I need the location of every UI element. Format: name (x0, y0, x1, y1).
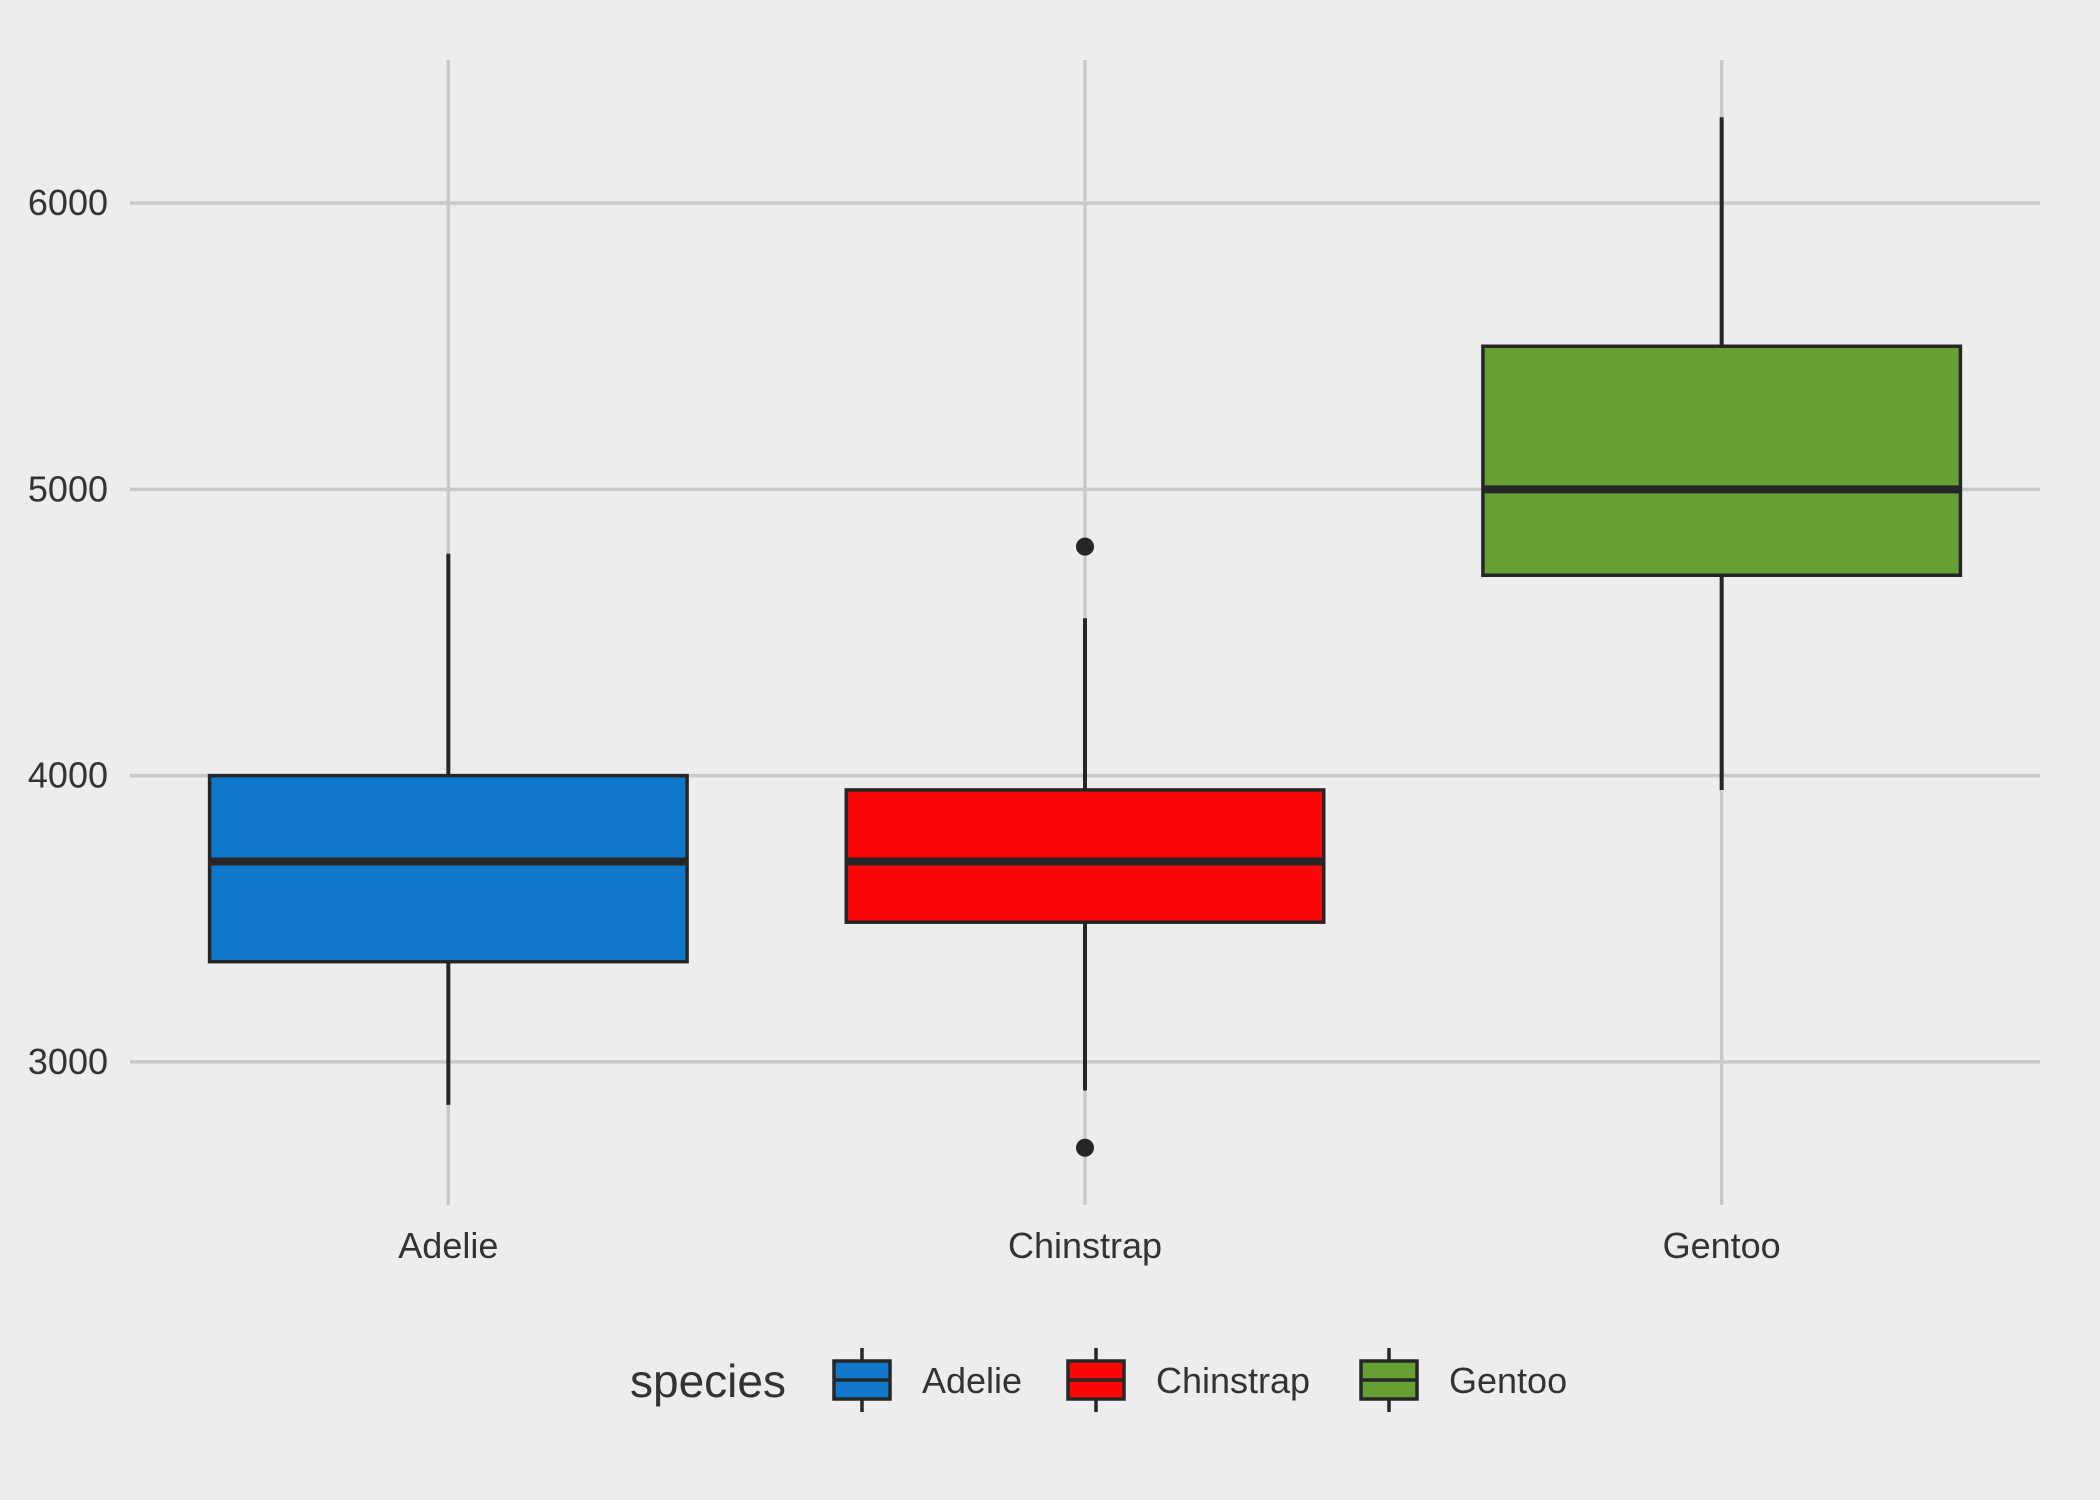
y-tick-label: 3000 (28, 1041, 108, 1082)
outlier-point (1076, 537, 1094, 556)
y-axis-ticks: 3000 4000 5000 6000 (28, 182, 108, 1082)
y-tick-label: 6000 (28, 182, 108, 223)
y-tick-label: 5000 (28, 468, 108, 509)
x-tick-label: Chinstrap (1008, 1225, 1162, 1266)
outlier-point (1076, 1138, 1094, 1157)
x-tick-label: Gentoo (1663, 1225, 1781, 1266)
legend-title: species (630, 1355, 786, 1407)
x-tick-label: Adelie (398, 1225, 498, 1266)
y-tick-label: 4000 (28, 755, 108, 796)
legend-item-chinstrap: Chinstrap (1066, 1348, 1310, 1412)
legend-label: Gentoo (1449, 1360, 1567, 1401)
boxplot-gentoo (1481, 117, 1963, 790)
legend-label: Adelie (922, 1360, 1022, 1401)
x-axis-ticks: Adelie Chinstrap Gentoo (398, 1225, 1780, 1266)
boxplot-adelie (207, 553, 689, 1105)
box-iqr (207, 773, 689, 964)
legend-item-gentoo: Gentoo (1359, 1348, 1567, 1412)
boxplot-chinstrap (844, 537, 1326, 1157)
legend: species Adelie Chinstrap Gentoo (630, 1348, 1567, 1412)
boxplots (207, 117, 1963, 1157)
box-iqr (1481, 344, 1963, 577)
legend-label: Chinstrap (1156, 1360, 1310, 1401)
legend-item-adelie: Adelie (832, 1348, 1022, 1412)
box-iqr (844, 788, 1326, 924)
